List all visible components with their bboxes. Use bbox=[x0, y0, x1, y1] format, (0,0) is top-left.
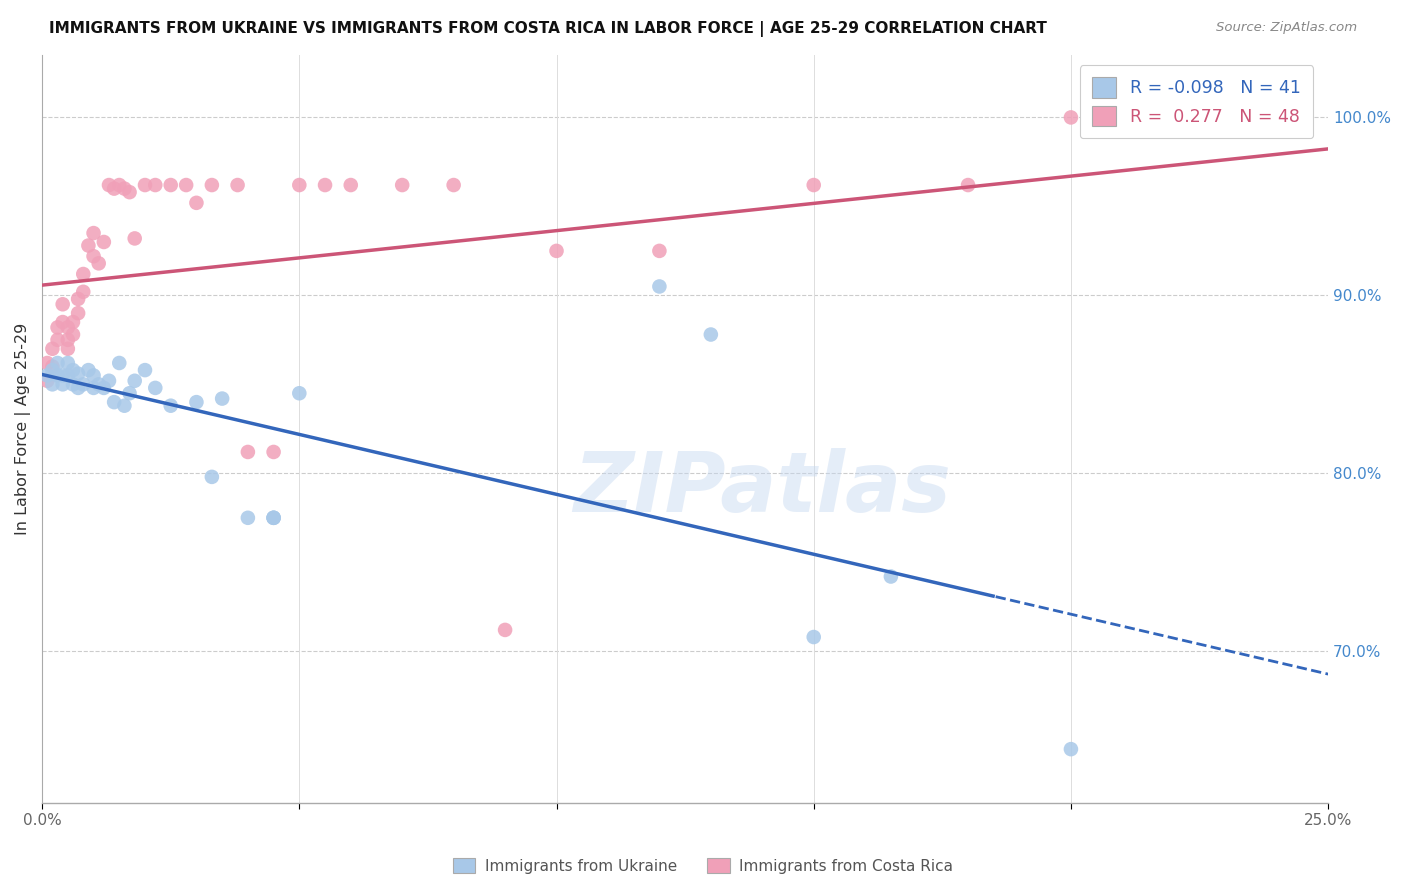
Point bbox=[37, 356, 59, 370]
Point bbox=[143, 178, 166, 192]
Point bbox=[41, 359, 63, 374]
Point bbox=[143, 381, 166, 395]
Point bbox=[87, 256, 110, 270]
Point bbox=[67, 306, 90, 320]
Point bbox=[112, 399, 135, 413]
Point bbox=[546, 244, 568, 258]
Point bbox=[159, 399, 181, 413]
Point bbox=[1060, 111, 1083, 125]
Point bbox=[83, 381, 105, 395]
Point bbox=[62, 377, 84, 392]
Point bbox=[52, 297, 75, 311]
Point bbox=[98, 374, 121, 388]
Point bbox=[46, 320, 69, 334]
Point bbox=[56, 333, 79, 347]
Text: Source: ZipAtlas.com: Source: ZipAtlas.com bbox=[1216, 21, 1357, 35]
Point bbox=[46, 333, 69, 347]
Point bbox=[56, 342, 79, 356]
Point bbox=[174, 178, 197, 192]
Point bbox=[263, 445, 285, 459]
Point bbox=[46, 356, 69, 370]
Point bbox=[41, 363, 63, 377]
Point bbox=[72, 267, 94, 281]
Point bbox=[83, 226, 105, 240]
Point bbox=[159, 178, 181, 192]
Point bbox=[803, 630, 825, 644]
Legend: R = -0.098   N = 41, R =  0.277   N = 48: R = -0.098 N = 41, R = 0.277 N = 48 bbox=[1080, 65, 1313, 138]
Point bbox=[118, 185, 141, 199]
Point bbox=[62, 363, 84, 377]
Point bbox=[56, 368, 79, 383]
Point bbox=[803, 178, 825, 192]
Legend: Immigrants from Ukraine, Immigrants from Costa Rica: Immigrants from Ukraine, Immigrants from… bbox=[446, 852, 960, 880]
Point bbox=[103, 181, 125, 195]
Point bbox=[108, 178, 131, 192]
Point bbox=[124, 374, 146, 388]
Point bbox=[648, 244, 671, 258]
Point bbox=[494, 623, 516, 637]
Point bbox=[93, 235, 115, 249]
Point bbox=[52, 368, 75, 383]
Point bbox=[72, 285, 94, 299]
Point bbox=[236, 445, 259, 459]
Point bbox=[957, 178, 980, 192]
Point bbox=[72, 377, 94, 392]
Point bbox=[263, 510, 285, 524]
Point bbox=[67, 367, 90, 381]
Point bbox=[201, 470, 224, 484]
Point bbox=[52, 315, 75, 329]
Point bbox=[41, 377, 63, 392]
Point bbox=[37, 368, 59, 383]
Point bbox=[211, 392, 233, 406]
Point bbox=[124, 231, 146, 245]
Point bbox=[52, 377, 75, 392]
Point bbox=[288, 386, 311, 401]
Point bbox=[880, 569, 903, 583]
Point bbox=[67, 292, 90, 306]
Point bbox=[83, 368, 105, 383]
Point bbox=[98, 178, 121, 192]
Point bbox=[236, 510, 259, 524]
Point bbox=[186, 195, 208, 210]
Point bbox=[56, 356, 79, 370]
Point bbox=[77, 363, 100, 377]
Point bbox=[56, 320, 79, 334]
Y-axis label: In Labor Force | Age 25-29: In Labor Force | Age 25-29 bbox=[15, 323, 31, 535]
Point bbox=[314, 178, 336, 192]
Point bbox=[391, 178, 413, 192]
Point bbox=[62, 315, 84, 329]
Point bbox=[118, 386, 141, 401]
Point bbox=[87, 377, 110, 392]
Point bbox=[46, 368, 69, 383]
Text: IMMIGRANTS FROM UKRAINE VS IMMIGRANTS FROM COSTA RICA IN LABOR FORCE | AGE 25-29: IMMIGRANTS FROM UKRAINE VS IMMIGRANTS FR… bbox=[49, 21, 1047, 37]
Point bbox=[83, 249, 105, 263]
Point bbox=[112, 181, 135, 195]
Point bbox=[62, 327, 84, 342]
Point bbox=[443, 178, 465, 192]
Point bbox=[263, 510, 285, 524]
Point bbox=[77, 238, 100, 252]
Text: ZIPatlas: ZIPatlas bbox=[574, 448, 952, 529]
Point bbox=[67, 381, 90, 395]
Point bbox=[201, 178, 224, 192]
Point bbox=[103, 395, 125, 409]
Point bbox=[186, 395, 208, 409]
Point bbox=[37, 374, 59, 388]
Point bbox=[1060, 742, 1083, 756]
Point bbox=[648, 279, 671, 293]
Point bbox=[339, 178, 361, 192]
Point bbox=[108, 356, 131, 370]
Point bbox=[263, 510, 285, 524]
Point bbox=[134, 178, 156, 192]
Point bbox=[288, 178, 311, 192]
Point bbox=[700, 327, 723, 342]
Point bbox=[41, 342, 63, 356]
Point bbox=[226, 178, 249, 192]
Point bbox=[93, 381, 115, 395]
Point bbox=[134, 363, 156, 377]
